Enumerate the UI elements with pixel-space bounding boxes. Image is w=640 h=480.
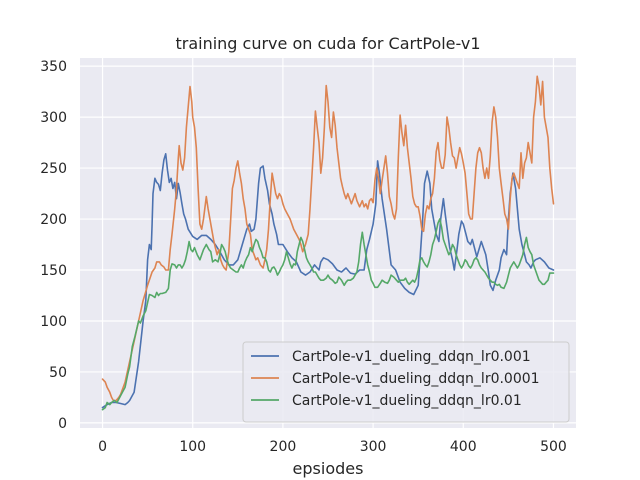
series-line-2: [101, 75, 555, 402]
y-tick-label: 350: [40, 59, 67, 75]
chart-title: training curve on cuda for CartPole-v1: [175, 34, 480, 53]
y-tick-label: 200: [40, 212, 67, 228]
x-tick-label: 200: [270, 439, 297, 455]
x-tick-label: 300: [360, 439, 387, 455]
y-tick-labels: 0 50 100 150 200 250 300 350: [40, 59, 67, 432]
x-tick-label: 0: [98, 439, 107, 455]
x-tick-labels: 0 100 200 300 400 500: [98, 439, 567, 455]
series-lines: [101, 75, 555, 411]
y-tick-label: 300: [40, 110, 67, 126]
y-tick-label: 100: [40, 314, 67, 330]
y-tick-label: 50: [49, 365, 67, 381]
series-line-1: [101, 153, 555, 409]
x-tick-label: 400: [450, 439, 477, 455]
y-tick-label: 250: [40, 161, 67, 177]
legend-label-1: CartPole-v1_dueling_ddqn_lr0.001: [292, 349, 531, 365]
y-tick-label: 150: [40, 263, 67, 279]
legend-label-3: CartPole-v1_dueling_ddqn_lr0.01: [292, 393, 522, 409]
legend-box: [242, 341, 570, 423]
grid: [80, 58, 576, 428]
x-axis-title: epsiodes: [293, 459, 364, 478]
x-tick-label: 500: [540, 439, 567, 455]
y-tick-label: 0: [58, 416, 67, 432]
x-tick-label: 100: [179, 439, 206, 455]
legend-label-2: CartPole-v1_dueling_ddqn_lr0.0001: [292, 371, 540, 387]
legend: CartPole-v1_dueling_ddqn_lr0.001 CartPole…: [242, 341, 570, 423]
series-line-3: [101, 218, 555, 411]
